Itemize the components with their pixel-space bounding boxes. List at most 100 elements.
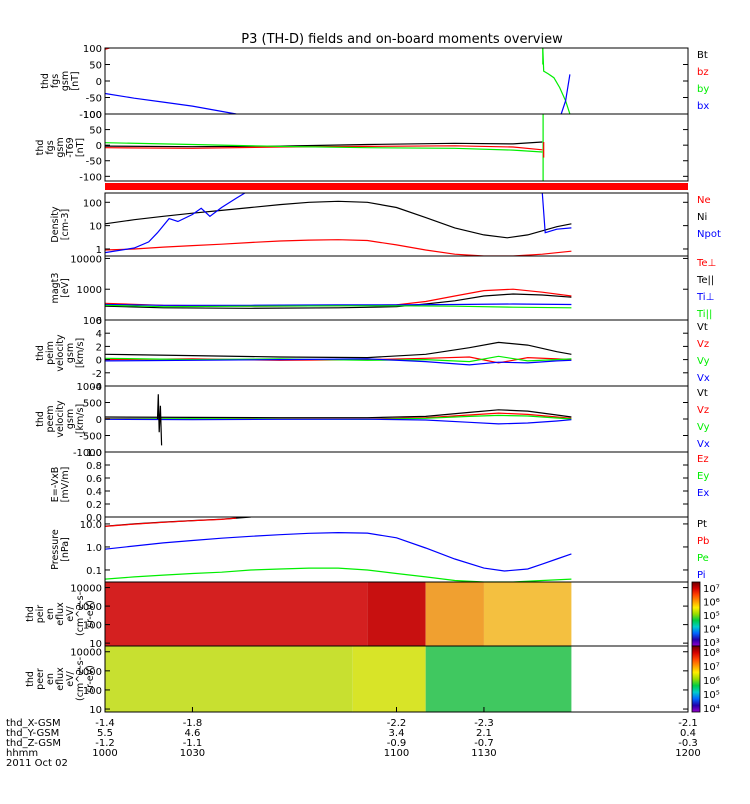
y-axis-label: [mV/m] xyxy=(60,467,71,503)
y-tick-label: 100 xyxy=(83,44,102,55)
y-tick-label: 2 xyxy=(96,342,102,353)
y-tick-label: 1 xyxy=(96,245,102,256)
y-axis-label: fgs xyxy=(50,74,61,88)
y-tick-label: -100 xyxy=(79,172,102,183)
y-axis-label: (cm^2-s- xyxy=(75,657,86,701)
colorbar-label: 10⁷ xyxy=(703,662,720,673)
heatmap-band-8-2 xyxy=(425,582,484,646)
y-tick-label: 0 xyxy=(96,77,102,88)
chart-title: P3 (TH-D) fields and on-board moments ov… xyxy=(241,32,563,47)
legend-entry: Vt xyxy=(697,388,708,399)
y-axis-label: gsm xyxy=(65,343,76,363)
y-tick-label: 0.2 xyxy=(86,500,102,511)
y-axis-label: eflux xyxy=(55,667,66,691)
heatmap-band-8-1 xyxy=(367,582,426,646)
y-tick-label: 100 xyxy=(83,198,102,209)
x-tick-label: -1.8 xyxy=(183,718,203,729)
legend-entry: Vz xyxy=(697,405,709,416)
legend-entry: Vy xyxy=(697,356,710,367)
series-line-0-0 xyxy=(105,92,237,114)
colorbar-label: 10⁴ xyxy=(703,704,720,715)
heatmap-band-9-0 xyxy=(105,646,353,712)
heatmap-band-9-1 xyxy=(352,646,426,712)
y-axis-label: [nPa] xyxy=(60,537,71,562)
y-axis-label: [km/s] xyxy=(75,404,86,434)
colorbar-label: 10⁸ xyxy=(703,648,720,659)
y-tick-label: 10000 xyxy=(70,648,102,659)
y-tick-label: 1000 xyxy=(77,285,102,296)
panel-frame-6 xyxy=(104,451,689,518)
y-axis-label: [eV] xyxy=(60,278,71,298)
series-line-1-0 xyxy=(105,141,543,148)
y-tick-label: 100 xyxy=(83,686,102,697)
y-tick-label: 0.4 xyxy=(86,487,102,498)
y-axis-label: -T69 xyxy=(65,137,76,157)
legend-entry: Ni xyxy=(697,212,707,223)
legend-entry: Ti|| xyxy=(696,309,712,320)
x-row-label: thd_X-GSM xyxy=(6,718,61,729)
y-tick-label: 10 xyxy=(89,639,102,650)
y-axis-label: velocity xyxy=(55,400,66,438)
legend-entry: Bt xyxy=(697,50,708,61)
legend-entry: by xyxy=(697,84,709,95)
y-tick-label: 100 xyxy=(83,316,102,327)
y-axis-label: en xyxy=(45,673,56,685)
x-row-label: hhmm xyxy=(6,748,38,759)
y-axis-label: thd xyxy=(25,606,36,622)
y-tick-label: 1.0 xyxy=(86,543,102,554)
x-tick-label: -0.9 xyxy=(387,738,407,749)
colorbar-label: 10⁶ xyxy=(703,598,720,609)
panel-frame-4 xyxy=(104,319,689,387)
y-axis-label: magt3 xyxy=(50,273,61,304)
colorbar-label: 10⁵ xyxy=(703,611,720,622)
y-tick-label: 1000 xyxy=(77,602,102,613)
panel-frame-1 xyxy=(104,113,689,182)
legend-entry: Ey xyxy=(697,471,709,482)
legend-entry: bz xyxy=(697,67,709,78)
panel-frame-7 xyxy=(104,516,689,583)
legend-entry: Pt xyxy=(697,519,707,530)
legend-entry: bx xyxy=(697,101,709,112)
legend-entry: Pb xyxy=(697,536,709,547)
y-axis-label: thd xyxy=(25,671,36,687)
x-tick-label: 1000 xyxy=(92,748,117,759)
y-tick-label: 0.1 xyxy=(86,566,102,577)
y-tick-label: 10000 xyxy=(70,254,102,265)
y-axis-label: en xyxy=(45,608,56,620)
legend-entry: Pi xyxy=(697,570,706,581)
panel-frame-3 xyxy=(104,255,689,321)
x-tick-label: -2.3 xyxy=(474,718,494,729)
y-axis-label: eV/ xyxy=(65,605,76,621)
heatmap-band-8-3 xyxy=(483,582,572,646)
legend-entry: Ti⊥ xyxy=(696,292,714,303)
x-tick-label: 1030 xyxy=(180,748,205,759)
colorbar-9 xyxy=(691,645,701,713)
legend-entry: Vy xyxy=(697,422,710,433)
y-tick-label: -4 xyxy=(92,382,102,393)
series-line-2-2 xyxy=(105,193,246,254)
series-line-7-3 xyxy=(105,567,572,582)
series-line-3-1 xyxy=(105,293,572,309)
y-axis-label: Density xyxy=(50,206,61,242)
y-axis-label: [km/s] xyxy=(75,338,86,368)
colorbar-label: 10⁶ xyxy=(703,676,720,687)
series-line-3-3 xyxy=(105,304,572,309)
y-axis-label: [nT] xyxy=(75,138,86,157)
colorbar-label: 10³ xyxy=(703,638,720,649)
y-axis-label: eV/ xyxy=(65,670,76,686)
series-line-2-0 xyxy=(105,200,572,239)
series-line-1-1 xyxy=(105,145,543,151)
x-tick-label: -0.3 xyxy=(678,738,698,749)
panel-frame-0 xyxy=(104,47,689,115)
legend-entry: Vx xyxy=(697,439,710,450)
legend-entry: Ex xyxy=(697,488,709,499)
legend-entry: Vz xyxy=(697,339,709,350)
x-tick-label: -2.1 xyxy=(678,718,698,729)
y-tick-label: 50 xyxy=(89,126,102,137)
x-tick-label: 2.1 xyxy=(476,728,492,739)
legend-entry: Te|| xyxy=(696,275,714,286)
series-line-0-3 xyxy=(560,74,571,114)
y-tick-label: -50 xyxy=(86,94,102,105)
series-line-1-2 xyxy=(105,142,543,153)
